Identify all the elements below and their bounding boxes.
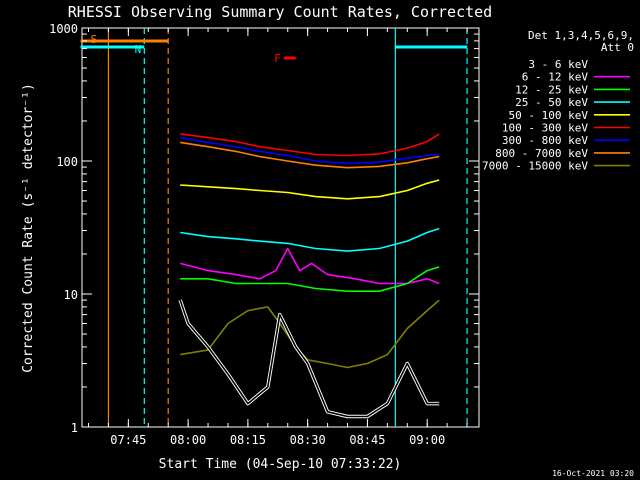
x-tick-label: 07:45 bbox=[110, 433, 146, 447]
y-axis-label: Corrected Count Rate (s⁻¹ detector⁻¹) bbox=[21, 83, 36, 373]
legend-label: 800 - 7000 keV bbox=[495, 147, 588, 160]
legend-label: 300 - 800 keV bbox=[502, 134, 588, 147]
x-tick-label: 08:15 bbox=[230, 433, 266, 447]
series-line bbox=[180, 227, 440, 252]
chart-title: RHESSI Observing Summary Count Rates, Co… bbox=[68, 3, 492, 21]
y-tick-label: 1 bbox=[71, 421, 78, 435]
flag-label-s: S bbox=[91, 33, 98, 46]
y-axis: 1 10 100 1000 bbox=[49, 22, 479, 435]
x-axis-label: Start Time (04-Sep-10 07:33:22) bbox=[159, 457, 402, 472]
y-tick-label: 1000 bbox=[49, 22, 78, 36]
series-line bbox=[180, 299, 440, 369]
series-line bbox=[180, 141, 440, 169]
plot-frame bbox=[81, 27, 480, 428]
legend-header-1: Det 1,3,4,5,6,9, bbox=[528, 29, 634, 42]
observing-flags: S N F bbox=[80, 33, 468, 65]
x-tick-label: 08:00 bbox=[170, 433, 206, 447]
time-markers bbox=[107, 28, 468, 427]
legend-label: 6 - 12 keV bbox=[522, 71, 589, 84]
flag-label-n: N bbox=[135, 43, 142, 56]
legend-header-2: Att 0 bbox=[601, 41, 634, 54]
legend-label: 3 - 6 keV bbox=[528, 58, 588, 71]
legend-label: 50 - 100 keV bbox=[509, 109, 589, 122]
series-line bbox=[179, 299, 440, 418]
flag-label-f: F bbox=[274, 52, 281, 65]
series-line bbox=[180, 133, 440, 157]
series-halo bbox=[178, 299, 440, 419]
legend-label: 25 - 50 keV bbox=[515, 96, 588, 109]
series-line bbox=[180, 136, 440, 165]
legend-label: 7000 - 15000 keV bbox=[482, 160, 588, 173]
series-line bbox=[180, 179, 440, 200]
x-tick-label: 08:30 bbox=[290, 433, 326, 447]
x-tick-label: 09:00 bbox=[409, 433, 445, 447]
footer-timestamp: 16-Oct-2021 03:20 bbox=[552, 469, 634, 478]
x-axis: 07:45 08:00 08:15 08:30 08:45 09:00 bbox=[88, 28, 468, 447]
legend-label: 12 - 25 keV bbox=[515, 83, 588, 96]
x-tick-label: 08:45 bbox=[349, 433, 385, 447]
series-line bbox=[179, 247, 440, 285]
legend-label: 100 - 300 keV bbox=[502, 122, 588, 135]
y-tick-label: 100 bbox=[56, 155, 78, 169]
y-tick-label: 10 bbox=[64, 288, 78, 302]
data-series bbox=[178, 133, 440, 419]
series-line bbox=[180, 266, 440, 293]
